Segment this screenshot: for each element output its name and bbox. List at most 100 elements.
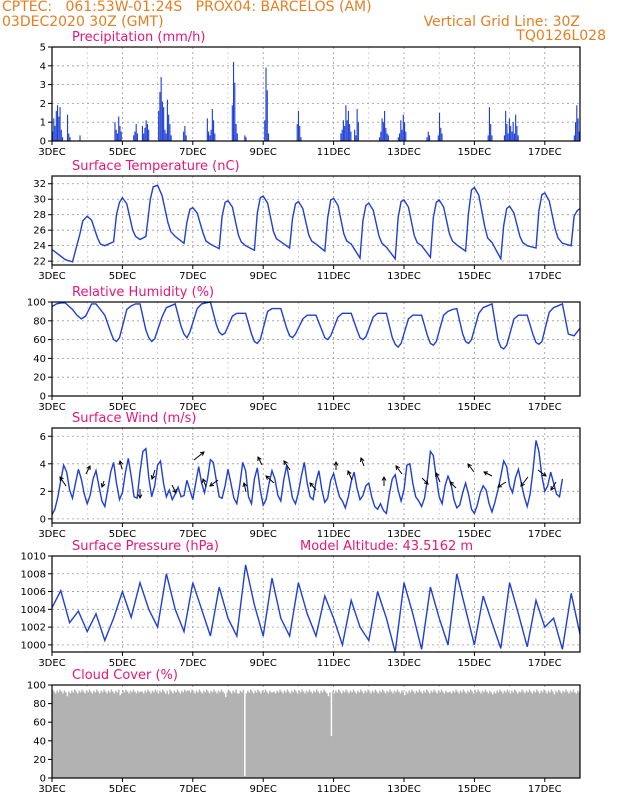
precip-bar <box>387 135 389 141</box>
y-tick-label: 0 <box>40 774 46 785</box>
precip-bar <box>380 131 382 141</box>
precip-bar <box>510 125 512 141</box>
precip-bar <box>54 125 56 141</box>
precip-bar <box>145 120 147 141</box>
precip-bar <box>133 135 135 141</box>
precip-bar <box>209 135 211 141</box>
x-tick-label: 3DEC <box>38 784 65 795</box>
y-tick-label: 28 <box>33 210 46 221</box>
wind-arrow-shaft <box>421 477 429 485</box>
precip-bar <box>213 120 215 141</box>
precip-bar <box>345 105 347 141</box>
x-tick-label: 5DEC <box>109 784 136 795</box>
wind-arrow-shaft <box>119 460 123 470</box>
panel-title: Surface Temperature (nC) <box>72 159 240 174</box>
precip-bar <box>168 114 170 141</box>
x-tick-label: 13DEC <box>387 271 421 282</box>
x-tick-label: 5DEC <box>109 529 136 540</box>
wind-arrow-head <box>424 480 429 485</box>
x-tick-label: 9DEC <box>250 529 277 540</box>
precip-bar <box>115 129 117 141</box>
precip-bar <box>356 109 358 141</box>
y-tick-label: 100 <box>27 298 46 309</box>
panel-2: Relative Humidity (%) 0 20 40 60 80 100 3DEC 5DE… <box>27 285 581 413</box>
precip-bar <box>61 137 64 141</box>
wind-arrow-shaft <box>449 481 457 489</box>
precip-bar <box>59 107 61 141</box>
x-tick-label: 11DEC <box>317 658 351 669</box>
precip-bar <box>513 133 515 141</box>
wind-arrow-shaft <box>59 476 67 487</box>
precip-bar <box>355 135 357 141</box>
wind-arrow-head <box>333 460 339 466</box>
precip-bar <box>384 110 386 141</box>
precip-bar <box>56 105 59 141</box>
y-tick-label: 1000 <box>21 640 46 651</box>
header-date: 03DEC2020 30Z (GMT) <box>2 14 164 30</box>
y-tick-label: 4 <box>40 61 46 72</box>
precip-bar <box>79 135 81 141</box>
wind-arrow-head <box>137 494 143 500</box>
precip-bar <box>69 137 71 141</box>
precip-bar <box>266 90 268 141</box>
precip-bar <box>503 135 505 141</box>
precip-bar <box>385 127 387 141</box>
wind-arrow-shaft <box>395 465 403 475</box>
wind-arrow-head <box>172 488 177 494</box>
precip-bar <box>488 107 491 141</box>
precip-bar <box>184 125 186 141</box>
x-tick-label: 17DEC <box>528 529 562 540</box>
wind-arrow-head <box>86 465 91 471</box>
precip-bar <box>401 129 403 141</box>
precip-bar <box>517 135 519 141</box>
x-tick-label: 11DEC <box>317 271 351 282</box>
precip-bar <box>160 77 162 141</box>
wind-arrow-shaft <box>202 478 207 488</box>
precip-bar <box>53 118 55 141</box>
wind-arrow-head <box>257 456 262 462</box>
precip-bar <box>114 122 116 141</box>
precip-bar <box>386 133 388 141</box>
x-tick-label: 17DEC <box>528 271 562 282</box>
wind-arrow-shaft <box>497 481 507 488</box>
panel-5: Cloud Cover (%) 0 20 40 60 80 100 3DEC 5DEC 7DEC 9… <box>27 668 581 795</box>
precip-bar <box>161 101 163 141</box>
wind-arrow-head <box>209 482 215 487</box>
precip-bar <box>440 127 442 141</box>
panel-3: Surface Wind (m/s) 0 2 4 6 3DEC 5DEC 7DEC 9DEC 11… <box>38 411 581 540</box>
x-tick-label: 9DEC <box>250 402 277 413</box>
y-tick-label: 3 <box>40 80 46 91</box>
precip-bar <box>379 137 381 141</box>
precip-bar <box>183 131 185 141</box>
x-tick-label: 3DEC <box>38 402 65 413</box>
precip-bar <box>344 125 346 141</box>
precip-bar <box>163 107 165 141</box>
precip-bar <box>214 133 216 141</box>
wind-arrow-head <box>347 470 352 476</box>
precip-bar <box>264 120 266 141</box>
y-tick-label: 100 <box>27 681 46 692</box>
x-tick-label: 7DEC <box>179 271 206 282</box>
y-tick-label: 5 <box>40 43 46 54</box>
precip-bar <box>159 92 161 141</box>
precip-bar <box>404 122 406 141</box>
wind-arrow-head <box>520 481 525 487</box>
precip-bar <box>134 131 136 141</box>
precip-bar <box>349 124 351 141</box>
precip-bar <box>405 131 407 141</box>
wind-arrow-head <box>435 472 440 478</box>
precip-bar <box>136 133 139 141</box>
precip-bar <box>399 133 401 141</box>
x-tick-label: 15DEC <box>458 784 492 795</box>
wind-arrow-shaft <box>435 472 441 483</box>
precip-bar <box>164 129 166 141</box>
x-tick-label: 15DEC <box>458 402 492 413</box>
y-tick-label: 40 <box>33 736 46 747</box>
x-tick-label: 7DEC <box>179 658 206 669</box>
panel-title: Relative Humidity (%) <box>72 285 214 300</box>
wind-arrows <box>59 451 557 500</box>
wind-arrow-head <box>59 476 64 482</box>
panel-title: Surface Wind (m/s) <box>72 411 196 426</box>
wind-arrow-shaft <box>537 469 547 477</box>
x-tick-label: 13DEC <box>387 402 421 413</box>
